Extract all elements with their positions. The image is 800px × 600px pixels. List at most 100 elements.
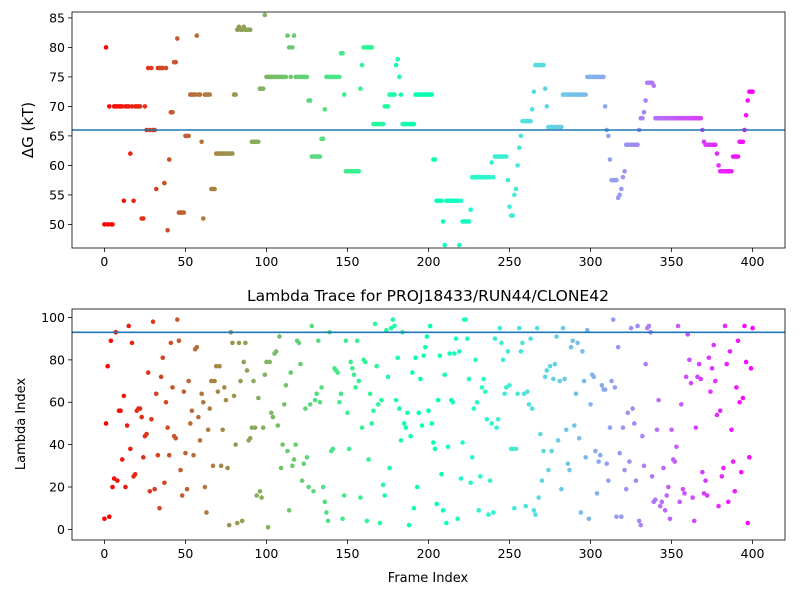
lambda-plot-frame (71, 308, 786, 541)
data-point (510, 213, 516, 218)
data-point (690, 495, 695, 500)
data-point (290, 45, 295, 50)
data-point (108, 338, 114, 344)
data-point (593, 448, 598, 454)
data-point (137, 104, 143, 109)
data-point (635, 142, 640, 148)
data-point (463, 317, 469, 322)
data-point (166, 452, 172, 458)
data-point (565, 461, 571, 467)
data-point (468, 207, 473, 212)
data-point (570, 338, 576, 344)
data-point (750, 325, 755, 331)
data-point (667, 516, 673, 522)
data-point (602, 104, 608, 109)
delta-g-y-ticks: 50 55 60 65 70 75 80 85 (49, 10, 72, 232)
data-point (437, 353, 443, 358)
data-point (346, 446, 352, 452)
data-point (453, 336, 459, 341)
y-tick-label: 60 (49, 395, 65, 410)
data-point (306, 484, 311, 490)
data-point (319, 385, 324, 390)
data-point (735, 154, 741, 159)
data-point (213, 363, 219, 369)
data-point (411, 505, 417, 511)
x-tick-label: 100 (255, 546, 279, 561)
data-point (275, 423, 281, 428)
data-point (750, 89, 755, 94)
data-point (102, 222, 107, 227)
data-point (325, 518, 331, 524)
data-point (377, 520, 383, 526)
data-point (126, 104, 132, 109)
data-point (680, 486, 686, 492)
data-point (131, 198, 136, 204)
data-point (516, 145, 522, 150)
data-point (526, 402, 532, 407)
data-point (492, 336, 498, 341)
data-point (713, 142, 718, 148)
data-point (220, 427, 225, 433)
data-point (283, 382, 289, 388)
data-point (278, 465, 284, 471)
data-point (341, 493, 347, 498)
data-point (649, 474, 655, 479)
data-point (163, 65, 169, 71)
data-point (251, 378, 256, 384)
data-point (129, 104, 135, 109)
data-point (653, 497, 658, 503)
data-point (416, 410, 422, 416)
data-point (512, 192, 517, 198)
data-point (708, 389, 713, 394)
data-point (128, 446, 133, 452)
y-tick-label: 65 (49, 128, 65, 143)
data-point (594, 491, 600, 496)
data-point (162, 480, 167, 486)
data-point (580, 349, 585, 354)
data-point (288, 74, 294, 80)
data-point (202, 484, 208, 490)
data-point (627, 459, 632, 464)
data-point (607, 157, 613, 162)
data-point (601, 74, 606, 80)
data-point (281, 402, 287, 407)
data-point (740, 139, 746, 145)
data-point (440, 508, 446, 513)
data-point (538, 431, 543, 437)
data-point (717, 408, 723, 414)
y-tick-label: 55 (49, 187, 65, 202)
data-point (286, 45, 292, 50)
data-point (585, 327, 590, 333)
data-point (173, 435, 179, 441)
y-tick-label: 80 (49, 352, 65, 367)
data-point (557, 378, 563, 384)
data-point (207, 406, 213, 411)
data-point (343, 338, 349, 344)
data-point (312, 397, 318, 403)
x-tick-label: 350 (660, 546, 684, 561)
data-point (494, 425, 499, 430)
data-point (356, 169, 362, 174)
data-point (353, 385, 358, 390)
data-point (393, 62, 399, 68)
y-tick-label: 100 (41, 310, 65, 325)
data-point (447, 351, 452, 356)
data-point (124, 423, 130, 428)
data-point (293, 442, 298, 447)
data-point (320, 136, 326, 142)
data-point (701, 491, 707, 496)
data-point (675, 323, 681, 329)
data-point (560, 325, 566, 331)
data-point (243, 340, 248, 346)
data-point (531, 89, 537, 94)
data-point (516, 325, 522, 331)
data-point (669, 427, 674, 433)
data-point (500, 357, 506, 363)
data-point (479, 385, 485, 390)
data-point (233, 442, 238, 447)
data-point (267, 359, 273, 365)
data-point (181, 210, 187, 215)
data-point (638, 522, 644, 528)
data-point (393, 397, 399, 403)
